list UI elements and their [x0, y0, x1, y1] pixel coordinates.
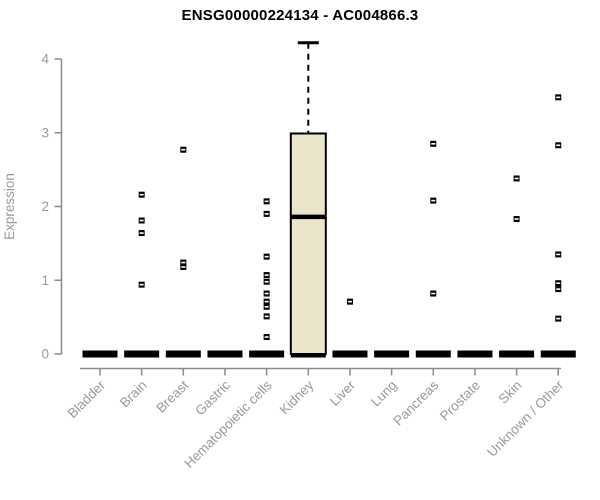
outlier-point-notch: [264, 300, 269, 303]
zero-median-bar: [332, 350, 368, 358]
outlier-point-notch: [556, 253, 561, 256]
outlier-point-notch: [181, 266, 186, 268]
x-category-label: Pancreas: [390, 377, 441, 428]
outlier-point-notch: [264, 200, 269, 203]
outlier-point-notch: [264, 274, 269, 276]
outlier-point-notch: [347, 300, 352, 303]
outlier-point-notch: [556, 288, 561, 290]
x-category-label: Skin: [496, 378, 525, 407]
outlier-point-notch: [264, 292, 269, 295]
x-category-label: Prostate: [437, 378, 483, 424]
y-tick-label: 2: [41, 199, 49, 214]
zero-median-bar: [165, 350, 201, 358]
outlier-point-notch: [431, 143, 436, 145]
outlier-point-notch: [556, 144, 561, 147]
outlier-point-notch: [431, 292, 436, 295]
zero-median-bar: [207, 350, 243, 358]
outlier-point-notch: [139, 283, 144, 286]
outlier-point-notch: [431, 199, 436, 202]
chart-title: ENSG00000224134 - AC004866.3: [181, 7, 419, 24]
outlier-point-notch: [139, 232, 144, 234]
outlier-point-notch: [181, 261, 186, 264]
zero-median-bar: [124, 350, 160, 358]
x-category-label: Breast: [153, 377, 191, 415]
zero-median-bar: [415, 350, 451, 358]
outlier-point-notch: [139, 219, 144, 222]
outlier-point-notch: [264, 336, 269, 338]
zero-median-bar: [82, 350, 118, 358]
outlier-point-notch: [264, 306, 269, 308]
zero-median-bar: [249, 350, 285, 358]
outlier-point-notch: [514, 218, 519, 220]
outlier-point-notch: [139, 193, 144, 196]
y-axis-title: Expression: [2, 173, 17, 240]
zero-median-bar: [457, 350, 493, 358]
zero-median-bar: [540, 350, 576, 358]
y-tick-label: 1: [41, 273, 49, 288]
outlier-point-notch: [264, 315, 269, 318]
box: [289, 132, 327, 355]
x-category-label: Lung: [368, 378, 400, 410]
x-category-label: Brain: [117, 378, 150, 411]
x-category-label: Unknown / Other: [484, 377, 567, 460]
outlier-point-notch: [514, 177, 519, 180]
outlier-point-notch: [556, 282, 561, 284]
x-category-label: Kidney: [277, 377, 317, 417]
x-category-label: Bladder: [65, 377, 109, 421]
y-tick-label: 0: [41, 347, 49, 362]
outlier-point-notch: [264, 213, 269, 215]
zero-median-bar: [499, 350, 535, 358]
outlier-point-notch: [181, 148, 186, 151]
outlier-point-notch: [556, 317, 561, 320]
x-category-label: Gastric: [192, 377, 233, 418]
outlier-point-notch: [556, 96, 561, 99]
y-tick-label: 3: [41, 125, 49, 140]
outlier-point-notch: [264, 280, 269, 283]
x-category-label: Liver: [327, 377, 359, 409]
outlier-point-notch: [264, 255, 269, 258]
zero-median-bar: [374, 350, 410, 358]
y-tick-label: 4: [41, 52, 49, 67]
